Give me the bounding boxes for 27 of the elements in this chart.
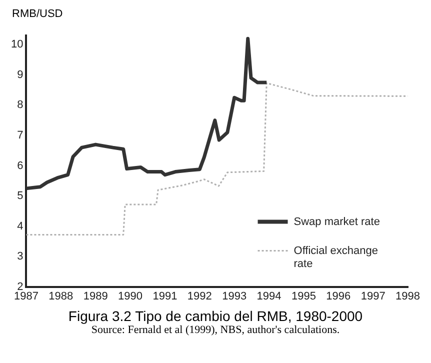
x-tick-label: 1995 xyxy=(291,290,316,302)
y-tick-label: 9 xyxy=(17,68,24,81)
y-tick-label: 10 xyxy=(10,38,24,51)
x-tick-label: 1990 xyxy=(118,290,143,302)
y-tick-label: 5 xyxy=(17,190,24,202)
text: Figura 3.2 Tipo de cambio del RMB, 1980-2000 xyxy=(67,308,364,324)
y-tick-label: 2 xyxy=(17,280,24,293)
x-tick-label: 1987 xyxy=(14,290,38,302)
y-tick-label: 3 xyxy=(17,250,24,263)
x-tick-label: 1998 xyxy=(396,290,420,302)
source-note: Source: Fernald et al (1999), NBS, author's calculations. xyxy=(90,324,341,336)
x-tick-label: 1992 xyxy=(187,290,212,302)
x-tick-label: 1997 xyxy=(360,290,386,302)
x-tick-label: 1988 xyxy=(48,290,74,302)
legend-label: Official exchange rate xyxy=(294,244,378,270)
y-tick-label: 7 xyxy=(17,130,24,142)
x-tick-label: 1996 xyxy=(326,290,351,302)
x-tick-label: 1989 xyxy=(83,290,108,302)
x-tick-label: 1991 xyxy=(152,290,178,302)
y-tick-label: 8 xyxy=(17,99,24,112)
y-tick-label: 6 xyxy=(17,160,24,172)
x-tick-label: 1993 xyxy=(222,290,247,302)
line-series xyxy=(26,82,408,236)
legend-label: Swap market rate xyxy=(294,216,380,228)
x-tick-label: 1994 xyxy=(256,290,282,302)
y-axis-title: RMB/USD xyxy=(11,8,64,22)
y-tick-label: 4 xyxy=(17,220,24,232)
